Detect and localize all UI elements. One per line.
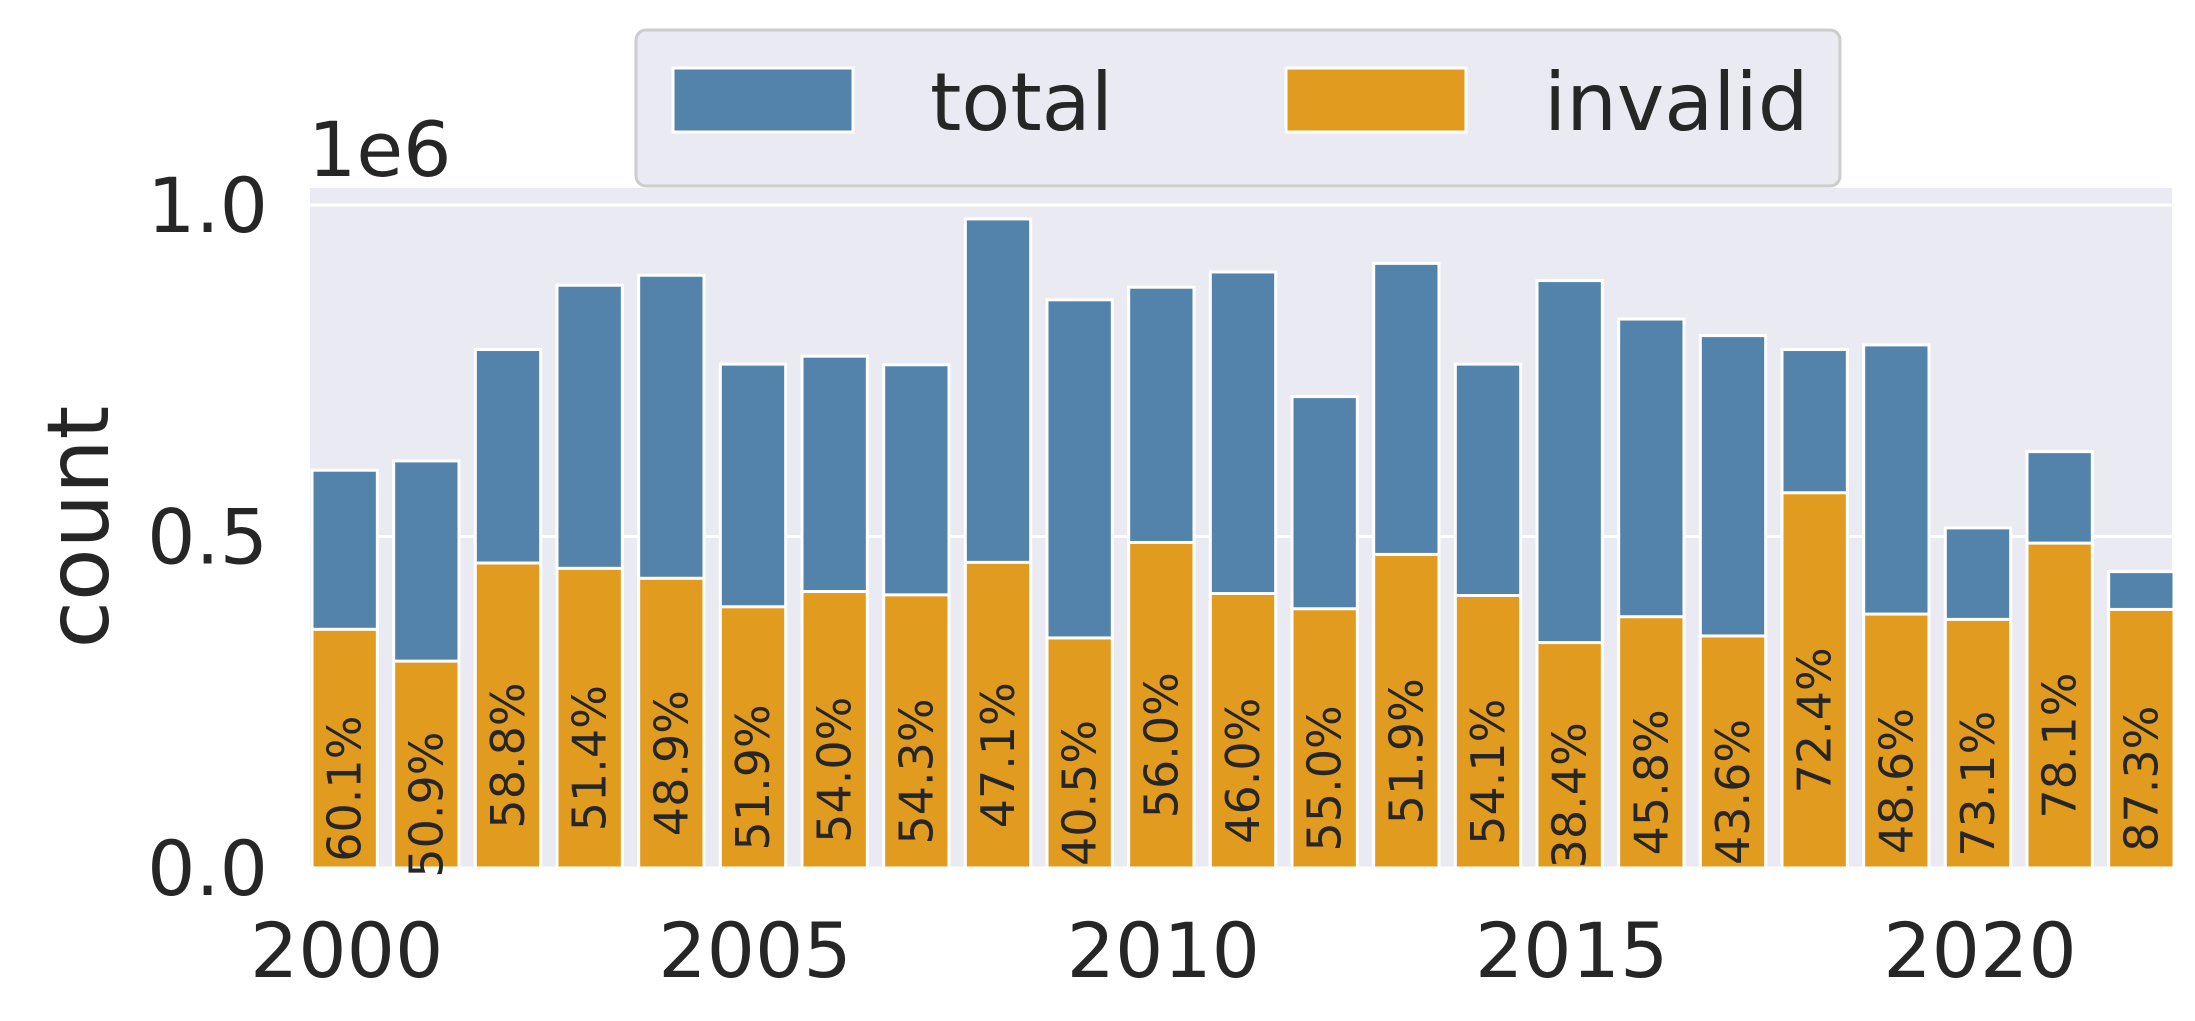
percent-label: 54.1%: [1461, 699, 1515, 845]
bar-invalid: [1453, 594, 1523, 870]
bar-invalid: [882, 593, 951, 870]
percent-label: 48.6%: [1869, 708, 1923, 854]
bar-invalid: [1208, 592, 1278, 870]
x-tick-labels: 2000 2005 2010 2015 2020: [250, 906, 2077, 995]
percent-label: 46.0%: [1216, 698, 1270, 844]
bar-invalid: [555, 566, 624, 870]
bar-invalid: [718, 605, 788, 870]
bar-invalid: [1698, 634, 1768, 870]
percent-label: 45.8%: [1624, 709, 1678, 855]
y-axis-label: count: [29, 406, 129, 649]
percent-label: 38.4%: [1543, 722, 1597, 868]
percent-label: 48.9%: [644, 690, 698, 836]
bar-invalid: [1780, 491, 1849, 870]
legend-frame: [634, 28, 1842, 188]
bar-invalid: [473, 561, 543, 870]
bar-invalid: [1943, 617, 2013, 870]
percent-label: 47.1%: [971, 682, 1025, 828]
x-tick-label: 2010: [1067, 906, 1260, 995]
bars-invalid: [310, 491, 2176, 870]
percent-label: 87.3%: [2114, 706, 2168, 852]
bar-invalid: [800, 590, 869, 870]
legend-swatch-invalid: [1284, 66, 1468, 134]
percent-label: 58.8%: [481, 682, 535, 828]
y-tick-label: 0.5: [147, 493, 268, 582]
bar-invalid: [1045, 636, 1114, 870]
percent-label: 55.0%: [1298, 705, 1352, 851]
bar-invalid: [2107, 607, 2176, 870]
legend-label-total: total: [930, 56, 1113, 149]
bar-invalid: [1290, 607, 1359, 870]
percent-label: 78.1%: [2033, 672, 2087, 818]
bar-invalid: [310, 627, 379, 870]
bar-invalid: [637, 576, 706, 870]
percent-label: 40.5%: [1053, 720, 1107, 866]
legend: total invalid: [634, 28, 1842, 188]
percent-labels: 60.1% 50.9% 58.8% 51.4% 48.9% 51.9% 54.0% 54.3%…: [318, 647, 2169, 877]
percent-label: 51.9%: [726, 704, 780, 850]
bar-invalid: [963, 560, 1033, 870]
legend-swatch-total: [671, 66, 855, 134]
x-tick-label: 2015: [1475, 906, 1668, 995]
percent-label: 54.3%: [889, 698, 943, 844]
percent-label: 56.0%: [1134, 672, 1188, 818]
percent-label: 72.4%: [1788, 647, 1842, 793]
bar-invalid: [1127, 540, 1196, 870]
bar-invalid: [1617, 615, 1686, 870]
legend-label-invalid: invalid: [1544, 56, 1809, 149]
x-tick-label: 2020: [1883, 906, 2076, 995]
percent-label: 54.0%: [808, 697, 862, 843]
percent-label: 51.9%: [1379, 678, 1433, 824]
bar-invalid: [1372, 552, 1441, 870]
bar-invalid: [392, 659, 461, 870]
y-tick-labels: 0.0 0.5 1.0: [147, 161, 268, 913]
bar-invalid: [2025, 541, 2094, 870]
percent-label: 60.1%: [318, 716, 372, 862]
percent-label: 73.1%: [1951, 711, 2005, 857]
y-tick-label: 0.0: [147, 824, 268, 913]
percent-label: 43.6%: [1706, 719, 1760, 865]
percent-label: 51.4%: [563, 685, 617, 831]
x-tick-label: 2005: [658, 906, 851, 995]
bar-invalid: [1862, 612, 1931, 870]
y-tick-label: 1.0: [147, 161, 268, 250]
y-offset-label: 1e6: [308, 105, 451, 194]
percent-label: 50.9%: [399, 732, 453, 878]
bar-invalid: [1535, 641, 1604, 870]
x-tick-label: 2000: [250, 906, 443, 995]
